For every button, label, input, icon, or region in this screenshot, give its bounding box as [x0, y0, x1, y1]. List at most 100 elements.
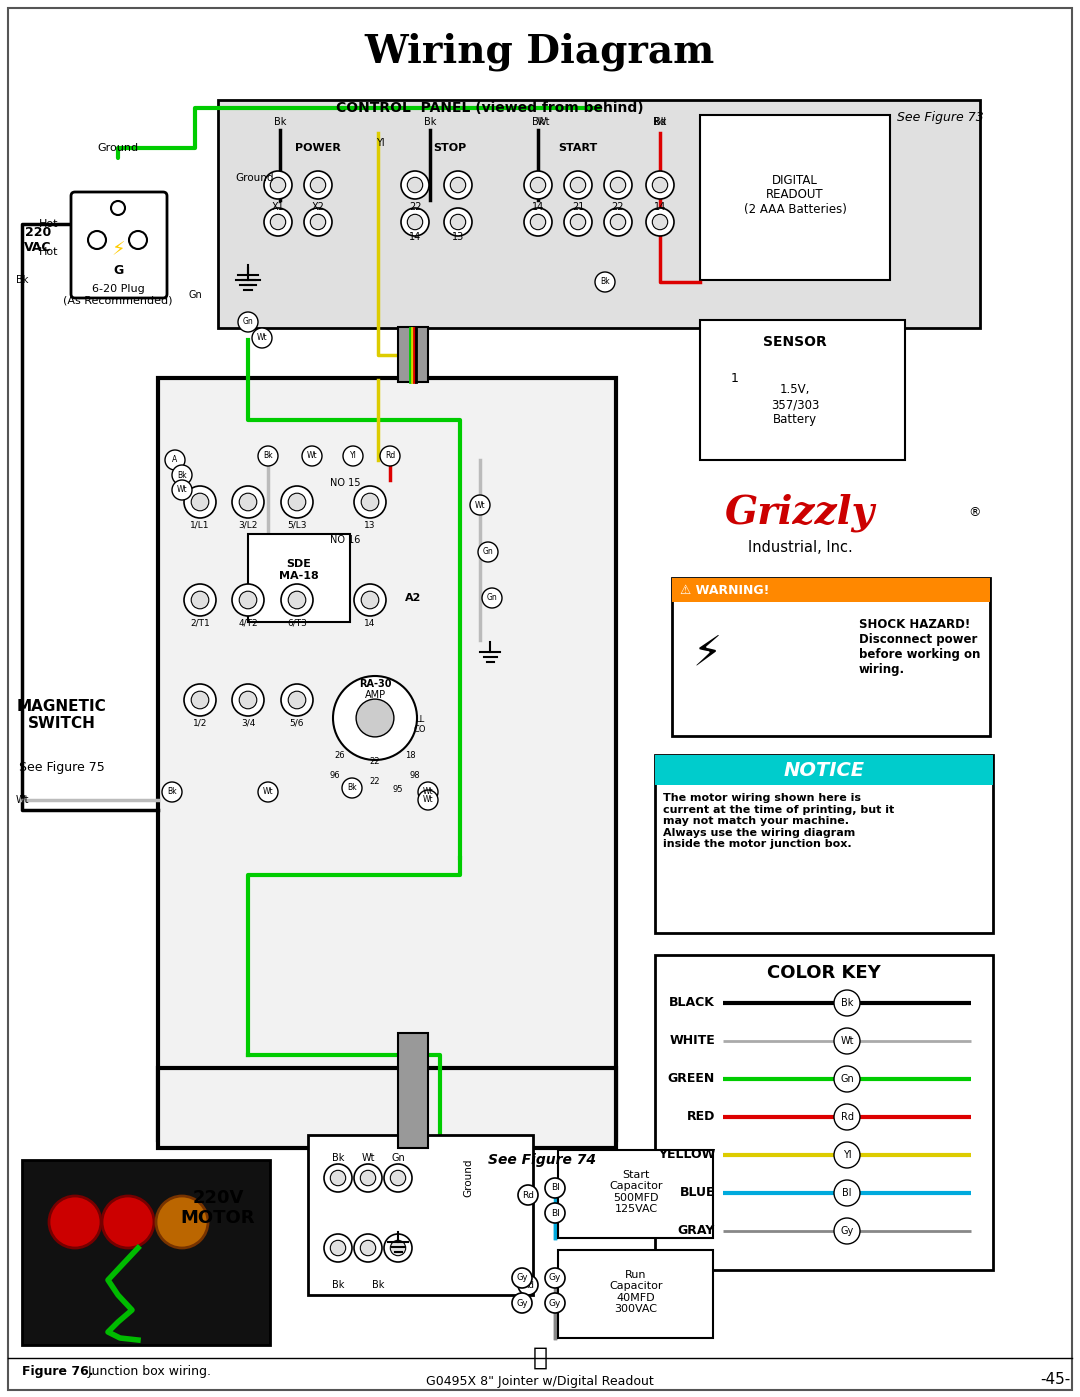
Circle shape — [407, 177, 422, 193]
Text: Figure 76.: Figure 76. — [22, 1365, 94, 1379]
Circle shape — [512, 1294, 532, 1313]
Circle shape — [191, 692, 208, 708]
Circle shape — [646, 170, 674, 198]
Circle shape — [570, 177, 585, 193]
Circle shape — [530, 177, 545, 193]
Circle shape — [111, 201, 125, 215]
Text: G0495X 8" Jointer w/Digital Readout: G0495X 8" Jointer w/Digital Readout — [427, 1376, 653, 1389]
Text: COLOR KEY: COLOR KEY — [767, 964, 881, 982]
Circle shape — [834, 1104, 860, 1130]
Text: G: G — [113, 264, 123, 277]
Text: Gn: Gn — [483, 548, 494, 556]
Text: SDE
MA-18: SDE MA-18 — [279, 559, 319, 581]
Text: Wt: Wt — [537, 117, 550, 127]
Text: Bk: Bk — [332, 1153, 345, 1162]
Circle shape — [354, 1234, 382, 1261]
Text: 220V
MOTOR: 220V MOTOR — [180, 1189, 255, 1228]
Text: DIGITAL
READOUT
(2 AAA Batteries): DIGITAL READOUT (2 AAA Batteries) — [743, 173, 847, 217]
Circle shape — [390, 1241, 406, 1256]
FancyBboxPatch shape — [700, 320, 905, 460]
Text: 5/6: 5/6 — [289, 719, 305, 728]
Text: START: START — [558, 142, 597, 154]
Text: Bk: Bk — [372, 1280, 384, 1289]
Circle shape — [162, 782, 183, 802]
Text: Bk: Bk — [177, 471, 187, 479]
Text: Wt: Wt — [15, 795, 29, 805]
Text: 96: 96 — [329, 771, 340, 780]
Circle shape — [604, 208, 632, 236]
Circle shape — [343, 446, 363, 467]
Text: 13: 13 — [451, 232, 464, 242]
Circle shape — [470, 495, 490, 515]
Text: Bk: Bk — [332, 1280, 345, 1289]
Circle shape — [165, 450, 185, 469]
Text: 18: 18 — [405, 750, 416, 760]
Text: Gn: Gn — [487, 594, 498, 602]
Text: Run
Capacitor
40MFD
300VAC: Run Capacitor 40MFD 300VAC — [609, 1270, 663, 1315]
Text: 5/L3: 5/L3 — [287, 521, 307, 529]
FancyBboxPatch shape — [672, 578, 990, 736]
FancyBboxPatch shape — [558, 1250, 713, 1338]
Text: 22: 22 — [369, 757, 380, 767]
Circle shape — [524, 208, 552, 236]
Circle shape — [239, 591, 257, 609]
Circle shape — [384, 1164, 411, 1192]
Text: Bk: Bk — [16, 275, 28, 285]
Text: Ground: Ground — [463, 1158, 473, 1197]
Circle shape — [310, 177, 326, 193]
FancyBboxPatch shape — [700, 115, 890, 279]
Circle shape — [595, 272, 615, 292]
Text: Gy: Gy — [516, 1298, 528, 1308]
Circle shape — [258, 446, 278, 467]
Text: POWER: POWER — [295, 142, 341, 154]
FancyBboxPatch shape — [158, 1067, 616, 1148]
Circle shape — [184, 685, 216, 717]
Circle shape — [380, 446, 400, 467]
Text: Bl: Bl — [551, 1208, 559, 1218]
Text: Gn: Gn — [840, 1074, 854, 1084]
Text: See Figure 73: See Figure 73 — [896, 112, 984, 124]
Text: MAGNETIC
SWITCH: MAGNETIC SWITCH — [17, 698, 107, 731]
Text: Hot: Hot — [39, 219, 58, 229]
Text: Bl: Bl — [842, 1187, 852, 1199]
Text: ®: ® — [969, 507, 982, 520]
Circle shape — [361, 1171, 376, 1186]
Circle shape — [652, 177, 667, 193]
Circle shape — [270, 214, 286, 229]
Text: Rd: Rd — [840, 1112, 853, 1122]
Text: Bk: Bk — [167, 788, 177, 796]
Circle shape — [834, 1028, 860, 1053]
Text: A: A — [173, 455, 177, 464]
Circle shape — [418, 789, 438, 810]
Text: Hot: Hot — [39, 247, 58, 257]
Text: 98: 98 — [409, 771, 420, 780]
Text: Wt: Wt — [422, 795, 433, 805]
Text: Wt: Wt — [257, 334, 268, 342]
Circle shape — [545, 1203, 565, 1222]
FancyBboxPatch shape — [399, 1032, 428, 1148]
FancyBboxPatch shape — [22, 1160, 270, 1345]
Circle shape — [545, 1268, 565, 1288]
Text: 4/T2: 4/T2 — [239, 619, 258, 629]
Circle shape — [834, 1218, 860, 1243]
Circle shape — [288, 493, 306, 511]
Text: Rd: Rd — [653, 117, 666, 127]
Text: 220
VAC: 220 VAC — [24, 226, 52, 254]
Circle shape — [482, 588, 502, 608]
Text: WHITE: WHITE — [670, 1035, 715, 1048]
Circle shape — [270, 177, 286, 193]
Circle shape — [354, 486, 386, 518]
Text: 22: 22 — [611, 203, 624, 212]
Circle shape — [129, 231, 147, 249]
Text: STOP: STOP — [433, 142, 467, 154]
Circle shape — [281, 584, 313, 616]
Text: Bl: Bl — [551, 1183, 559, 1193]
Text: X1: X1 — [272, 203, 284, 212]
Text: 2/T1: 2/T1 — [190, 619, 210, 629]
Circle shape — [834, 990, 860, 1016]
Circle shape — [342, 778, 362, 798]
Circle shape — [191, 591, 208, 609]
FancyBboxPatch shape — [654, 754, 993, 933]
Circle shape — [288, 692, 306, 708]
Text: Gy: Gy — [549, 1274, 562, 1282]
